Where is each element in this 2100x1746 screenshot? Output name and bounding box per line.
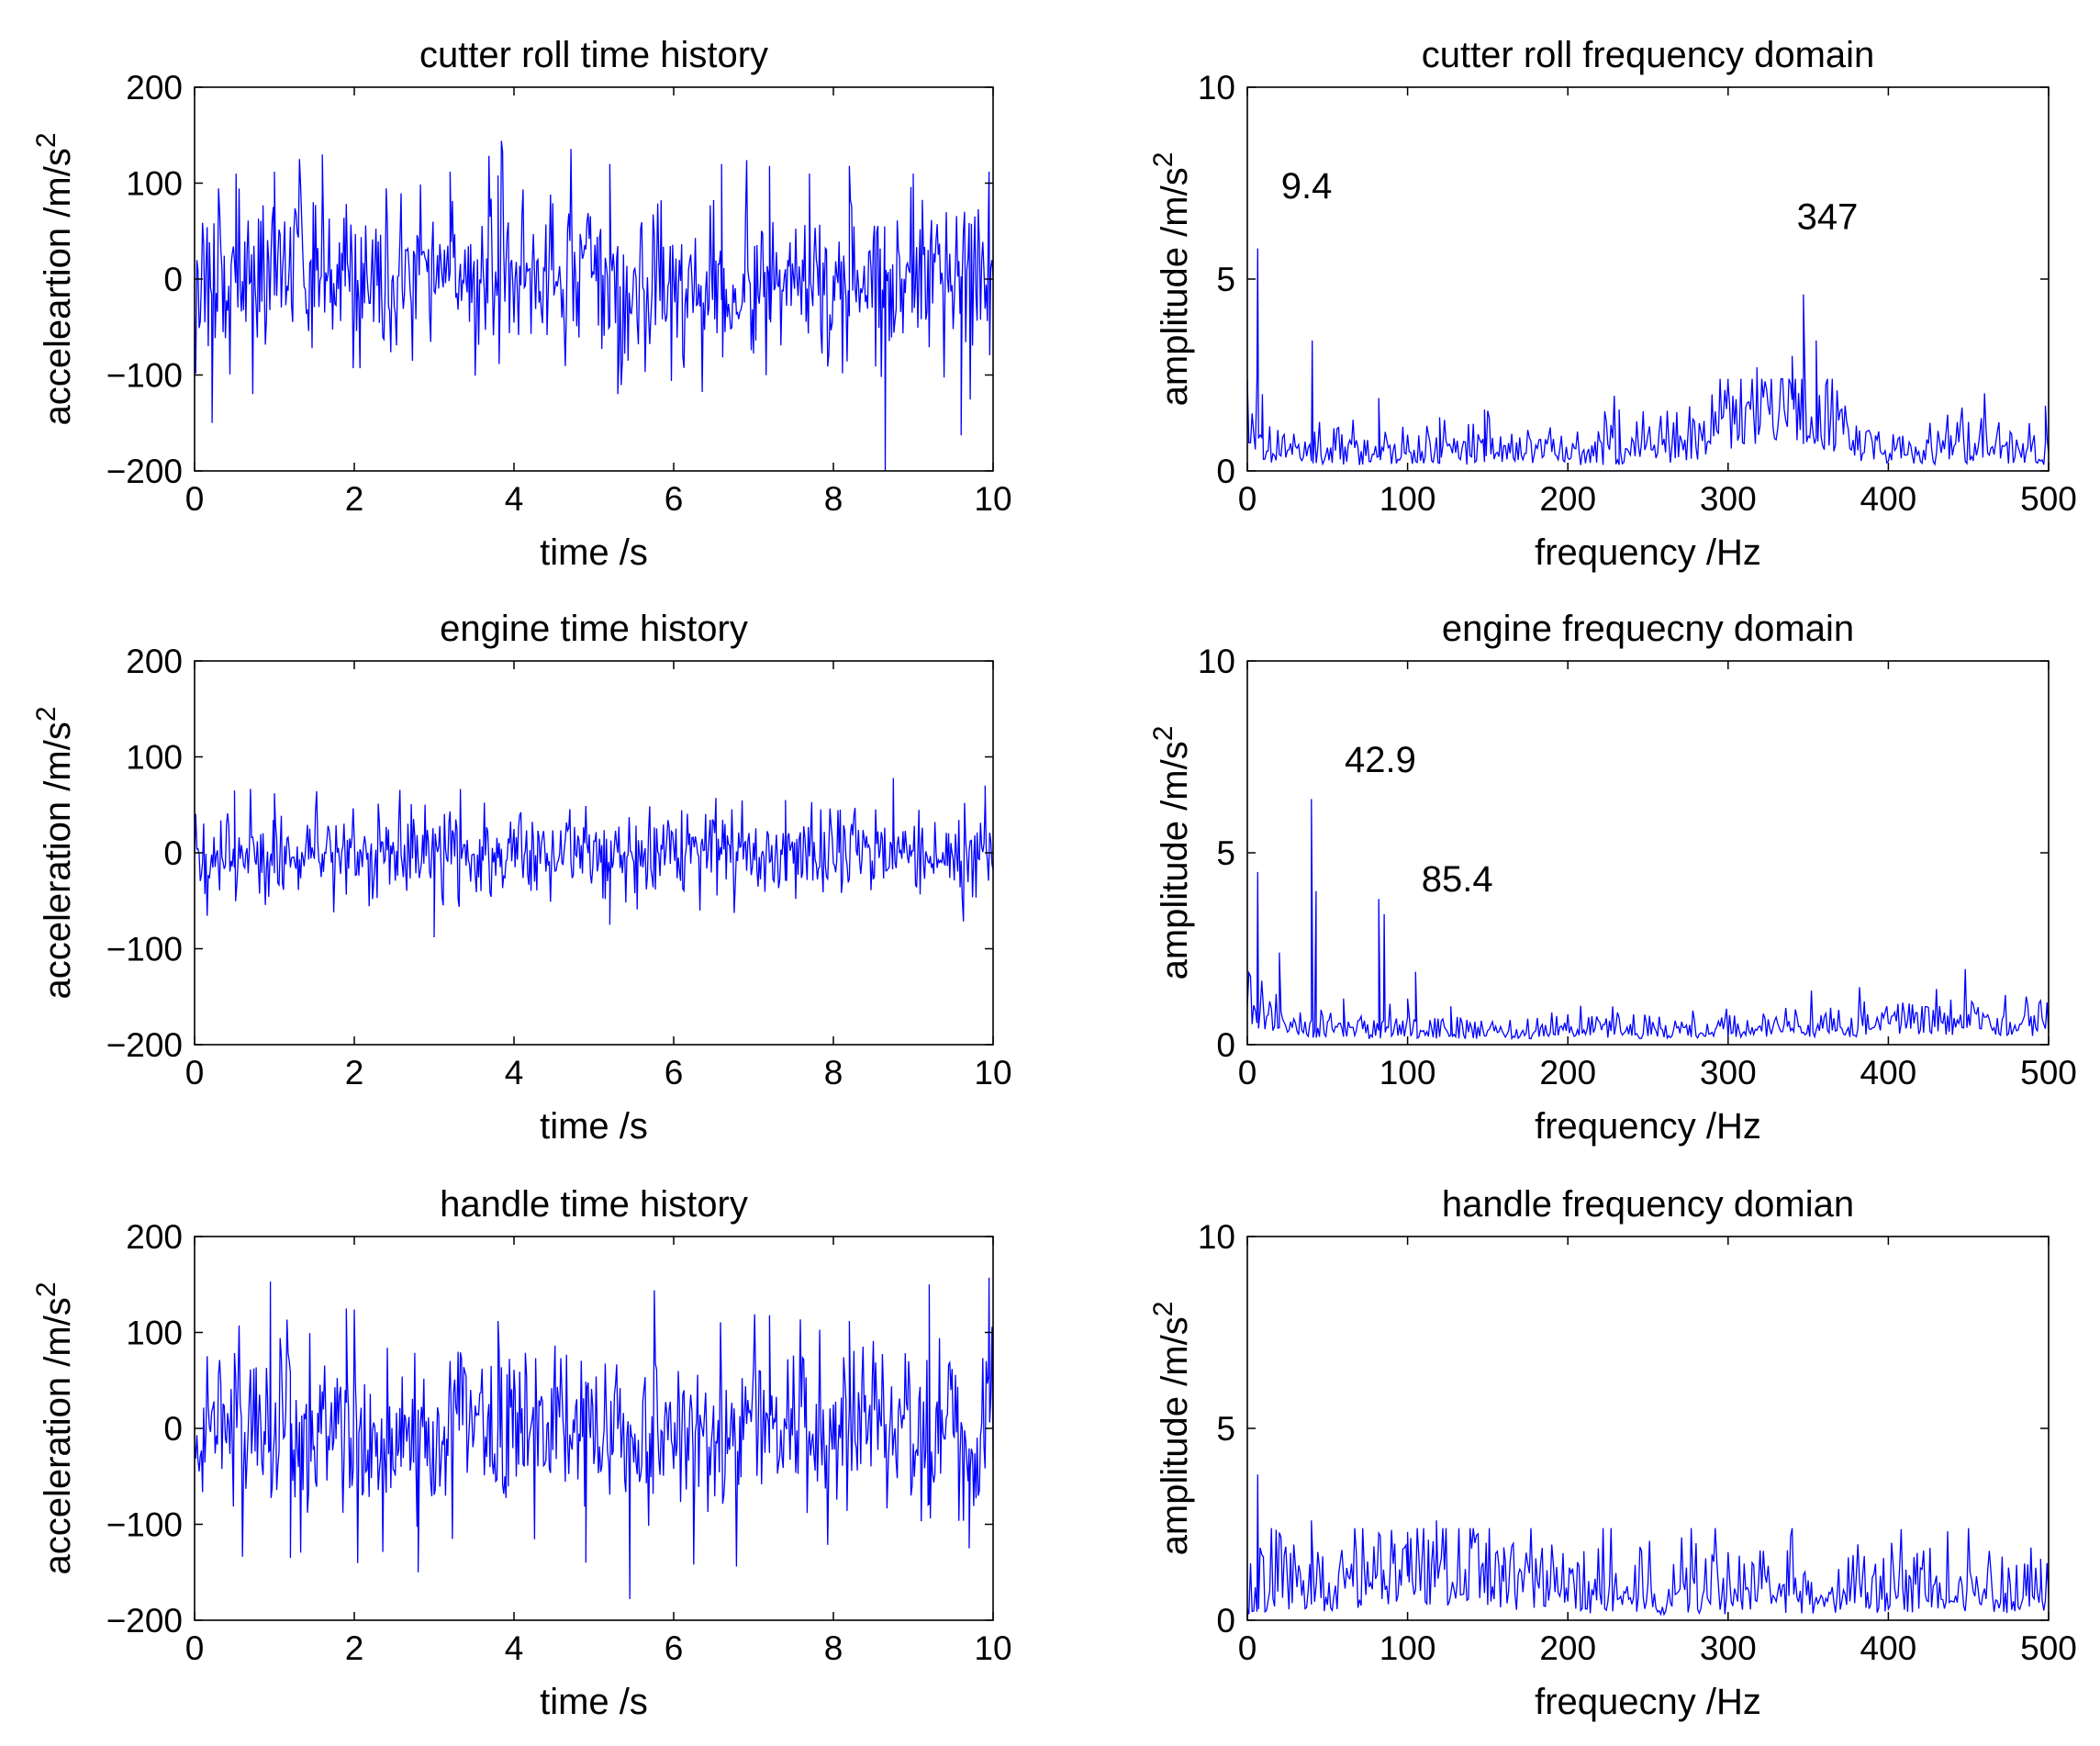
x-tick-label: 0 (185, 1054, 205, 1091)
y-axis-label: acceleartion /m/s2 (31, 132, 78, 425)
x-tick-label: 10 (974, 1629, 1011, 1667)
y-tick-label: −100 (106, 1506, 183, 1544)
y-tick-label: 200 (126, 1218, 183, 1256)
y-tick-label: 200 (126, 69, 183, 106)
x-tick-label: 6 (665, 1054, 684, 1091)
x-tick-label: 100 (1380, 480, 1436, 518)
series-line (1247, 799, 2049, 1041)
x-tick-label: 10 (974, 1054, 1011, 1091)
x-axis-label: time /s (540, 1106, 648, 1147)
series-line (195, 778, 993, 938)
x-tick-label: 8 (824, 480, 843, 518)
y-axis-label: amplitude /m/s2 (1148, 152, 1195, 407)
y-tick-label: 0 (1216, 1026, 1235, 1064)
y-tick-label: 0 (1216, 453, 1235, 490)
series-line (1247, 248, 2049, 466)
y-tick-label: −200 (106, 1026, 183, 1064)
peak-annotation: 347 (1797, 197, 1859, 238)
plot-frame (1246, 660, 2050, 1046)
x-tick-label: 0 (1238, 480, 1257, 518)
chart-title: engine time history (440, 609, 748, 649)
x-tick-label: 300 (1700, 1054, 1757, 1091)
plot-frame (194, 1236, 994, 1621)
x-tick-label: 10 (974, 480, 1011, 518)
y-tick-label: 100 (126, 739, 183, 777)
x-tick-label: 500 (2020, 1054, 2077, 1091)
y-tick-label: 10 (1198, 69, 1235, 106)
x-tick-label: 0 (1238, 1054, 1257, 1091)
series-line (1247, 1474, 2049, 1617)
x-axis-label: time /s (540, 532, 648, 573)
x-tick-label: 4 (505, 1629, 524, 1667)
x-tick-label: 0 (1238, 1629, 1257, 1667)
x-axis-label: frequency /Hz (1535, 532, 1761, 573)
x-tick-label: 100 (1380, 1054, 1436, 1091)
y-tick-label: −100 (106, 357, 183, 395)
x-tick-label: 200 (1539, 1629, 1596, 1667)
chart-title: cutter roll frequency domain (1422, 35, 1875, 75)
x-tick-label: 300 (1700, 480, 1757, 518)
y-tick-label: 100 (126, 165, 183, 203)
x-tick-label: 400 (1860, 480, 1917, 518)
x-tick-label: 500 (2020, 1629, 2077, 1667)
x-tick-label: 0 (185, 480, 205, 518)
x-tick-label: 6 (665, 1629, 684, 1667)
chart-panel-1: 0 2 4 6 8 10 −200 −100 0 100 200 cutter roll time h… (31, 35, 1012, 573)
peak-annotation: 9.4 (1281, 166, 1333, 207)
x-tick-label: 300 (1700, 1629, 1757, 1667)
x-tick-label: 4 (505, 480, 524, 518)
y-tick-label: 0 (163, 1410, 183, 1448)
x-tick-label: 2 (345, 1054, 364, 1091)
y-axis-label: amplitude /m/s2 (1148, 1302, 1195, 1556)
chart-panel-2: 0 100 200 300 400 500 0 5 10 cutter roll frequenc… (1148, 35, 2077, 573)
series-line (195, 1277, 993, 1600)
x-tick-label: 2 (345, 1629, 364, 1667)
y-tick-label: −100 (106, 931, 183, 968)
chart-title: handle frequency domian (1442, 1184, 1854, 1225)
x-axis-label: frequecny /Hz (1535, 1682, 1761, 1722)
y-tick-label: 0 (1216, 1602, 1235, 1640)
y-tick-label: 200 (126, 643, 183, 680)
peak-annotation: 85.4 (1422, 859, 1493, 900)
y-tick-label: 0 (163, 261, 183, 298)
y-tick-label: 0 (163, 834, 183, 872)
chart-panel-6: 0 100 200 300 400 500 0 5 10 handle frequency dom… (1148, 1184, 2077, 1722)
y-tick-label: 10 (1198, 1218, 1235, 1256)
chart-panel-4: 0 100 200 300 400 500 0 5 10 engine frequecny dom… (1148, 609, 2077, 1147)
y-tick-label: −200 (106, 1602, 183, 1640)
x-tick-label: 8 (824, 1054, 843, 1091)
x-tick-label: 200 (1539, 480, 1596, 518)
x-tick-label: 0 (185, 1629, 205, 1667)
peak-annotation: 42.9 (1345, 740, 1416, 780)
x-tick-label: 200 (1539, 1054, 1596, 1091)
x-tick-label: 2 (345, 480, 364, 518)
chart-title: engine frequecny domain (1442, 609, 1854, 649)
series-line (195, 140, 993, 471)
y-axis-label: acceleration /m/s2 (31, 706, 78, 999)
x-tick-label: 400 (1860, 1629, 1917, 1667)
y-tick-label: 5 (1216, 1410, 1235, 1448)
x-tick-label: 6 (665, 480, 684, 518)
y-axis-label: amplitude /m/s2 (1148, 726, 1195, 980)
plot-frame (1246, 86, 2050, 472)
x-tick-label: 500 (2020, 480, 2077, 518)
x-tick-label: 100 (1380, 1629, 1436, 1667)
x-tick-label: 8 (824, 1629, 843, 1667)
x-tick-label: 400 (1860, 1054, 1917, 1091)
y-axis-label: acceleration /m/s2 (31, 1282, 78, 1574)
y-tick-label: 100 (126, 1315, 183, 1352)
x-axis-label: frequency /Hz (1535, 1106, 1761, 1147)
chart-panel-3: 0 2 4 6 8 10 −200 −100 0 100 200 engine time histor… (31, 609, 1012, 1147)
chart-title: handle time history (440, 1184, 748, 1225)
chart-panel-5: 0 2 4 6 8 10 −200 −100 0 100 200 handle time histor… (31, 1184, 1012, 1722)
x-tick-label: 4 (505, 1054, 524, 1091)
y-tick-label: −200 (106, 453, 183, 490)
y-tick-label: 5 (1216, 261, 1235, 298)
y-tick-label: 10 (1198, 643, 1235, 680)
chart-title: cutter roll time history (419, 35, 768, 75)
x-axis-label: time /s (540, 1682, 648, 1722)
y-tick-label: 5 (1216, 834, 1235, 872)
